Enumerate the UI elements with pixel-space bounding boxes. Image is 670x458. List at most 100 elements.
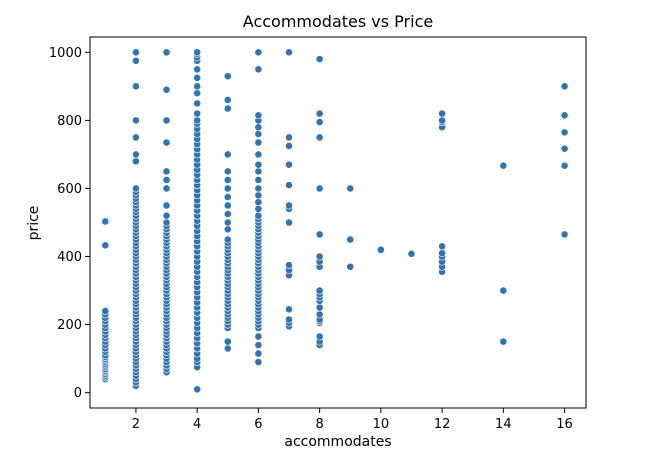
data-point — [499, 337, 508, 346]
data-point — [315, 109, 324, 118]
data-point — [193, 48, 202, 57]
plot-area-frame — [89, 36, 587, 409]
data-point — [560, 128, 569, 137]
data-point — [223, 193, 232, 201]
data-point — [162, 85, 171, 94]
data-point — [254, 184, 263, 193]
data-point — [285, 315, 293, 324]
data-point — [285, 305, 293, 314]
data-point — [285, 218, 293, 227]
data-point — [193, 82, 202, 91]
x-tick-label: 2 — [132, 417, 140, 432]
data-point — [223, 167, 232, 176]
y-axis-label: price — [26, 206, 42, 241]
data-point — [254, 358, 263, 366]
data-point — [101, 307, 110, 315]
data-point — [254, 123, 263, 132]
data-point — [162, 211, 171, 220]
chart-title: Accommodates vs Price — [243, 12, 433, 31]
data-point — [162, 201, 171, 210]
data-point — [499, 286, 508, 295]
data-point — [223, 337, 232, 346]
x-tick-label: 12 — [434, 417, 451, 432]
data-point — [254, 111, 263, 120]
x-tick-label: 4 — [193, 417, 201, 432]
x-tick-label: 14 — [495, 417, 512, 432]
data-point — [346, 184, 355, 193]
data-point — [254, 198, 263, 206]
data-point — [254, 167, 263, 176]
data-point — [101, 241, 110, 250]
data-point — [254, 204, 263, 213]
data-point — [438, 249, 446, 258]
data-point — [285, 48, 293, 57]
data-point — [254, 160, 263, 169]
data-point — [162, 176, 171, 184]
data-point — [346, 262, 355, 271]
x-tick-label: 8 — [315, 417, 323, 432]
data-point — [193, 385, 202, 394]
y-tick-label: 600 — [57, 182, 82, 197]
x-tick-label: 10 — [373, 417, 390, 432]
data-point — [223, 201, 232, 210]
data-point — [132, 184, 140, 193]
data-point — [560, 111, 569, 120]
data-point — [193, 73, 202, 82]
data-point — [193, 99, 202, 108]
data-point — [285, 181, 293, 189]
data-point — [162, 48, 171, 57]
data-point — [193, 89, 202, 98]
x-axis-ticks: 2 4 6 8 10 12 14 16 — [132, 408, 573, 432]
data-point — [223, 104, 232, 113]
data-point — [132, 82, 140, 91]
data-point — [223, 210, 232, 218]
data-point — [285, 201, 293, 210]
data-point — [132, 150, 140, 159]
data-point — [162, 184, 171, 193]
data-point — [223, 235, 232, 244]
data-point — [438, 242, 446, 251]
data-point — [254, 150, 263, 159]
data-point — [132, 157, 140, 166]
data-point — [285, 261, 293, 269]
data-point — [315, 303, 324, 312]
data-point — [223, 218, 232, 227]
data-point — [254, 349, 263, 358]
data-point — [560, 161, 569, 170]
data-point — [254, 191, 263, 200]
data-point — [223, 176, 232, 184]
data-point — [132, 116, 140, 125]
data-point — [254, 48, 263, 57]
data-point — [346, 235, 355, 244]
data-point — [315, 133, 324, 142]
data-point — [223, 150, 232, 159]
data-point — [193, 109, 202, 118]
data-point — [438, 109, 446, 118]
y-axis-ticks: 0 200 400 600 800 1000 — [49, 46, 90, 401]
data-point — [285, 160, 293, 169]
data-point — [162, 138, 171, 147]
data-point — [438, 116, 446, 125]
data-point — [254, 211, 263, 220]
data-point — [193, 65, 202, 74]
data-point — [193, 116, 202, 125]
y-tick-label: 800 — [57, 114, 82, 129]
data-point — [560, 230, 569, 239]
data-point — [223, 72, 232, 81]
y-tick-label: 1000 — [49, 46, 82, 61]
data-point — [223, 344, 232, 353]
data-point — [162, 116, 171, 125]
data-point — [376, 245, 385, 254]
data-point — [285, 133, 293, 142]
y-tick-label: 200 — [57, 318, 82, 333]
data-point — [101, 217, 110, 226]
x-tick-label: 16 — [556, 417, 573, 432]
data-point — [560, 82, 569, 91]
data-point — [132, 48, 140, 57]
data-point — [315, 55, 324, 64]
data-point — [132, 56, 140, 65]
data-point — [162, 218, 171, 227]
data-point — [407, 249, 416, 258]
